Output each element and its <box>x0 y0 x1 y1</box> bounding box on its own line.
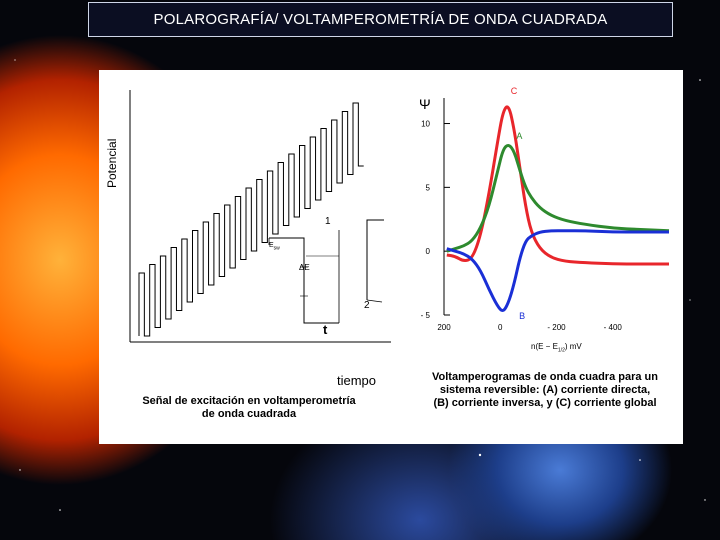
curve-label-b: B <box>519 311 525 321</box>
left-caption-line-1: Señal de excitación en voltamperometría <box>142 395 356 407</box>
y-tick-label: 5 <box>426 183 431 192</box>
series-b-line <box>446 229 669 312</box>
pulse-2-label: 2 <box>364 300 370 311</box>
curve-label-c: C <box>511 86 518 96</box>
x-label-end: ) mV <box>564 342 582 351</box>
right-caption-line-3: (B) corriente inversa, y (C) corriente g… <box>433 397 657 409</box>
inset-zoom <box>268 219 384 324</box>
x-label-sub: 1/2 <box>557 347 565 354</box>
potential-axis-text: Potencial <box>105 138 119 188</box>
slide-title: POLAROGRAFÍA/ VOLTAMPEROMETRÍA DE ONDA C… <box>88 2 673 37</box>
excitation-signal-diagram <box>129 90 391 343</box>
x-label-main: n(E − E <box>531 342 558 351</box>
series-a-line <box>446 143 670 253</box>
left-caption-line-2: de onda cuadrada <box>201 408 297 420</box>
y-tick-label: - 5 <box>421 311 431 320</box>
x-tick-label: - 400 <box>604 323 623 332</box>
potential-axis-label: Potencial <box>105 88 125 198</box>
voltammogram-chart: 10 5 0 - 5 200 0 - 200 - 400 C A B <box>421 86 670 332</box>
delta-e-label: ΔE <box>299 263 310 272</box>
chart-ticks: 10 5 0 - 5 200 0 - 200 - 400 <box>421 120 623 332</box>
e-sw-sub: s <box>273 245 277 252</box>
right-x-axis-label: n(E − E1/2) mV <box>531 342 582 354</box>
left-caption: Señal de excitación en voltamperometría … <box>119 395 379 421</box>
y-tick-label: 0 <box>426 247 431 256</box>
curve-label-a: A <box>516 131 522 141</box>
right-caption: Voltamperogramas de onda cuadra para un … <box>411 371 679 410</box>
e-sw-sub2: w <box>276 245 280 252</box>
time-axis-label: tiempo <box>337 373 377 388</box>
y-tick-label: 10 <box>421 120 430 129</box>
chart-curve-labels: C A B <box>511 86 525 321</box>
e-sw-label: Esw <box>269 242 280 251</box>
slide-title-text: POLAROGRAFÍA/ VOLTAMPEROMETRÍA DE ONDA C… <box>153 11 608 28</box>
period-label: t <box>323 322 328 337</box>
right-caption-line-1: Voltamperogramas de onda cuadra para un <box>432 371 658 383</box>
series-c-line <box>446 105 669 266</box>
x-tick-label: 0 <box>498 323 503 332</box>
x-tick-label: 200 <box>437 323 451 332</box>
chart-axes <box>443 98 450 316</box>
e-sw-letter: E <box>269 242 274 249</box>
chart-series <box>446 105 670 312</box>
psi-symbol: Ψ <box>419 96 431 112</box>
right-caption-line-2: sistema reversible: (A) corriente direct… <box>439 384 651 396</box>
square-wave-staircase <box>138 102 364 337</box>
figure-panel: Potencial Esw ΔE 1 2 t tiempo Señal de e… <box>99 70 683 444</box>
pulse-1-label: 1 <box>325 216 331 227</box>
x-tick-label: - 200 <box>547 323 566 332</box>
staircase-waveform <box>138 102 364 337</box>
